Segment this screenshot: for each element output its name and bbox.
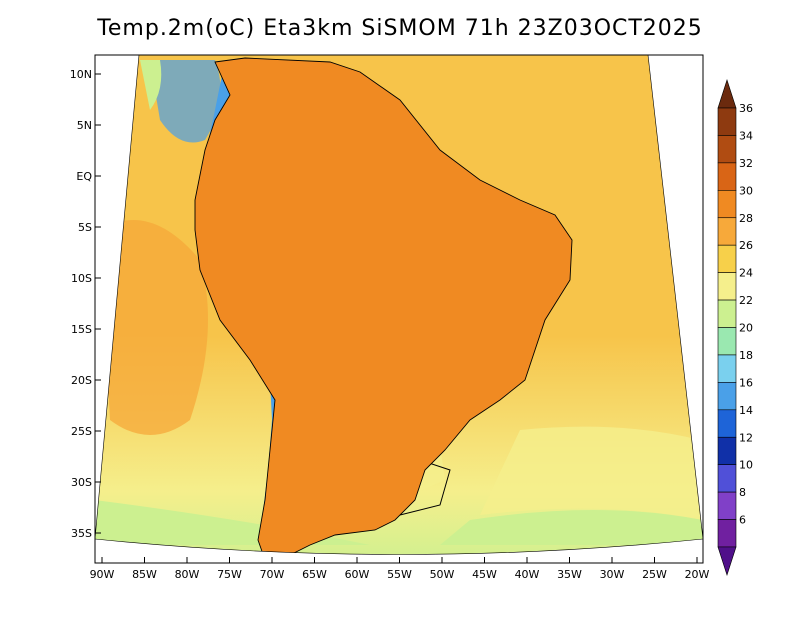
colorbar-bin — [717, 491, 737, 520]
lon-label: 85W — [132, 568, 157, 581]
lon-label: 45W — [472, 568, 497, 581]
colorbar-label: 28 — [739, 212, 753, 225]
colorbar-bin — [717, 107, 737, 136]
lon-label: 55W — [387, 568, 412, 581]
lon-label: 65W — [302, 568, 327, 581]
colorbar-label: 32 — [739, 157, 753, 170]
colorbar-bin — [717, 299, 737, 328]
lat-label: 5N — [77, 119, 92, 132]
colorbar-bin — [717, 464, 737, 493]
colorbar-label: 36 — [739, 102, 753, 115]
colorbar: 36 34 32 30 28 26 24 22 20 18 16 14 12 10 8 6 — [717, 79, 753, 576]
colorbar-label: 20 — [739, 322, 753, 335]
lon-label: 25W — [642, 568, 667, 581]
colorbar-label: 10 — [739, 459, 753, 472]
colorbar-bin — [717, 162, 737, 191]
south-atlantic-cool — [440, 510, 703, 545]
lat-label: 10N — [70, 68, 92, 81]
domain-outline — [94, 54, 704, 555]
lat-label: 15S — [71, 323, 92, 336]
lat-label: 35S — [71, 527, 92, 540]
colorbar-label: 14 — [739, 404, 753, 417]
colorbar-label: 26 — [739, 239, 753, 252]
colorbar-extend-max — [717, 79, 737, 109]
colorbar-extend-min — [717, 546, 737, 576]
lon-label: 75W — [217, 568, 242, 581]
latitude-axis: 10N 5N EQ 5S 10S 15S 20S 25S 30S 35S — [70, 68, 101, 540]
colorbar-bin — [717, 217, 737, 246]
colorbar-bin — [717, 382, 737, 411]
atlantic-yellow-zone — [480, 426, 703, 520]
lon-label: 80W — [175, 568, 200, 581]
lon-label: 60W — [345, 568, 370, 581]
colorbar-label: 18 — [739, 349, 753, 362]
map-title: Temp.2m(oC) Eta3km SiSMOM 71h 23Z03OCT20… — [97, 16, 703, 41]
lon-label: 20W — [685, 568, 710, 581]
lat-label: EQ — [76, 170, 92, 183]
lon-label: 70W — [260, 568, 285, 581]
colorbar-bin — [717, 327, 737, 356]
colorbar-label: 34 — [739, 129, 753, 142]
colorbar-bin — [717, 409, 737, 438]
colorbar-bin — [717, 190, 737, 219]
lat-label: 25S — [71, 425, 92, 438]
colorbar-bin — [717, 519, 737, 548]
colorbar-bin — [717, 135, 737, 164]
lon-label: 90W — [90, 568, 115, 581]
pacific-warm-zone — [100, 220, 208, 435]
lon-label: 40W — [515, 568, 540, 581]
colorbar-bin — [717, 354, 737, 383]
lon-label: 30W — [600, 568, 625, 581]
lat-label: 30S — [71, 476, 92, 489]
pacific-green-zone — [140, 60, 162, 110]
colorbar-bin — [717, 272, 737, 301]
colorbar-label: 30 — [739, 184, 753, 197]
colorbar-label: 6 — [739, 514, 746, 527]
colorbar-label: 12 — [739, 431, 753, 444]
map-domain — [95, 55, 703, 555]
colorbar-label: 8 — [739, 486, 746, 499]
colorbar-bin — [717, 244, 737, 273]
lat-label: 5S — [78, 221, 92, 234]
lon-label: 50W — [430, 568, 455, 581]
colorbar-label: 24 — [739, 267, 753, 280]
colorbar-label: 16 — [739, 376, 753, 389]
colorbar-label: 22 — [739, 294, 753, 307]
lat-label: 20S — [71, 374, 92, 387]
lat-label: 10S — [71, 272, 92, 285]
longitude-axis: 90W 85W 80W 75W 70W 65W 60W 55W 50W 45W 40W 35W 30W 2… — [90, 557, 710, 581]
pacific-cool-zone — [150, 60, 221, 143]
lon-label: 35W — [557, 568, 582, 581]
colorbar-bin — [717, 436, 737, 465]
